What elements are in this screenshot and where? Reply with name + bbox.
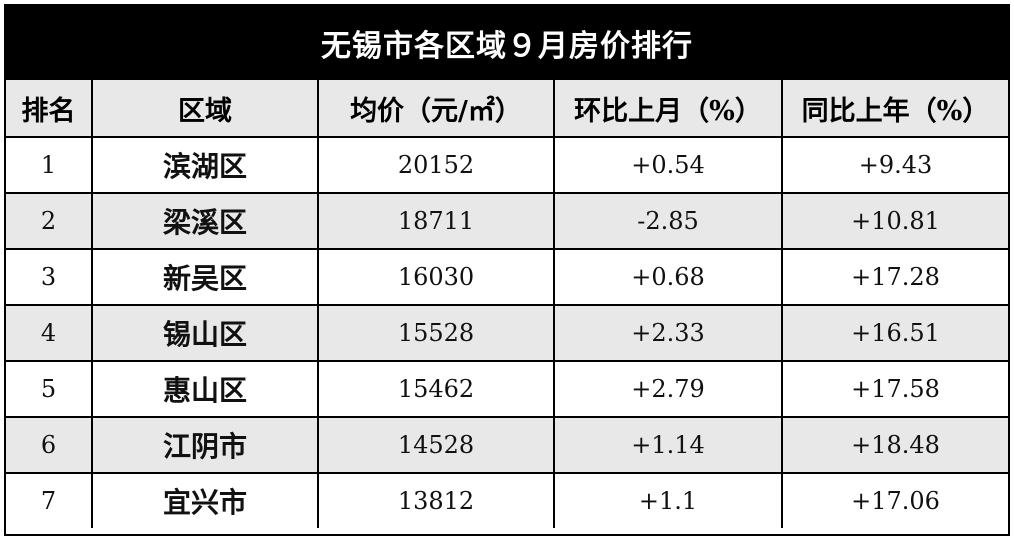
table-row: 2 梁溪区 18711 -2.85 +10.81 <box>6 192 1008 250</box>
header-average-price: 均价（元/㎡） <box>317 80 555 138</box>
table-row: 5 惠山区 15462 +2.79 +17.58 <box>6 360 1008 418</box>
yoy-cell: +17.58 <box>781 360 1008 418</box>
yoy-cell: +18.48 <box>781 416 1008 474</box>
district-cell: 滨湖区 <box>91 136 319 194</box>
price-ranking-table: 排名 区域 均价（元/㎡） 环比上月（%） 同比上年（%） 1 滨湖区 2015… <box>6 80 1008 528</box>
rank-cell: 7 <box>6 472 93 528</box>
price-cell: 16030 <box>317 248 555 306</box>
header-district: 区域 <box>91 80 319 138</box>
header-row: 排名 区域 均价（元/㎡） 环比上月（%） 同比上年（%） <box>6 80 1008 138</box>
yoy-cell: +16.51 <box>781 304 1008 362</box>
rank-cell: 2 <box>6 192 93 250</box>
rank-cell: 4 <box>6 304 93 362</box>
price-cell: 20152 <box>317 136 555 194</box>
yoy-cell: +9.43 <box>781 136 1008 194</box>
mom-cell: -2.85 <box>553 192 783 250</box>
rank-cell: 6 <box>6 416 93 474</box>
mom-cell: +2.33 <box>553 304 783 362</box>
price-cell: 13812 <box>317 472 555 528</box>
table-row: 7 宜兴市 13812 +1.1 +17.06 <box>6 472 1008 528</box>
price-cell: 18711 <box>317 192 555 250</box>
rank-cell: 3 <box>6 248 93 306</box>
price-ranking-sheet: 无锡市各区域９月房价排行 排名 区域 均价（元/㎡） 环比上月（%） 同比上年（… <box>4 4 1010 536</box>
yoy-cell: +17.06 <box>781 472 1008 528</box>
district-cell: 宜兴市 <box>91 472 319 528</box>
price-cell: 15528 <box>317 304 555 362</box>
district-cell: 江阴市 <box>91 416 319 474</box>
yoy-cell: +10.81 <box>781 192 1008 250</box>
mom-cell: +1.14 <box>553 416 783 474</box>
mom-cell: +0.54 <box>553 136 783 194</box>
price-cell: 15462 <box>317 360 555 418</box>
table-row: 6 江阴市 14528 +1.14 +18.48 <box>6 416 1008 474</box>
district-cell: 惠山区 <box>91 360 319 418</box>
header-year-on-year: 同比上年（%） <box>781 80 1008 138</box>
mom-cell: +0.68 <box>553 248 783 306</box>
district-cell: 新吴区 <box>91 248 319 306</box>
table-title: 无锡市各区域９月房价排行 <box>6 6 1008 80</box>
mom-cell: +2.79 <box>553 360 783 418</box>
header-month-on-month: 环比上月（%） <box>553 80 783 138</box>
rank-cell: 5 <box>6 360 93 418</box>
district-cell: 梁溪区 <box>91 192 319 250</box>
table-row: 4 锡山区 15528 +2.33 +16.51 <box>6 304 1008 362</box>
rank-cell: 1 <box>6 136 93 194</box>
yoy-cell: +17.28 <box>781 248 1008 306</box>
header-rank: 排名 <box>6 80 93 138</box>
mom-cell: +1.1 <box>553 472 783 528</box>
price-cell: 14528 <box>317 416 555 474</box>
table-row: 1 滨湖区 20152 +0.54 +9.43 <box>6 136 1008 194</box>
table-row: 3 新吴区 16030 +0.68 +17.28 <box>6 248 1008 306</box>
district-cell: 锡山区 <box>91 304 319 362</box>
